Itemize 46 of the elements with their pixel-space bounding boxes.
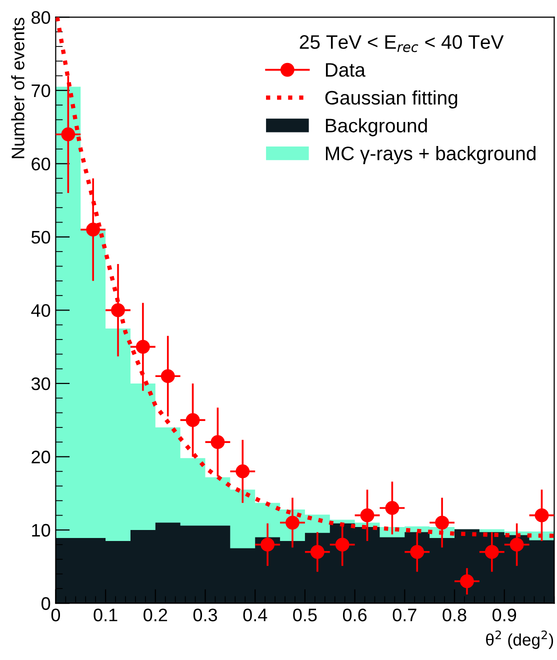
point	[160, 369, 175, 384]
point	[484, 545, 499, 559]
x-tick-label: 0.3	[193, 608, 218, 622]
x-tick-label: 0.4	[243, 608, 268, 622]
x-tick-label: 0.7	[392, 608, 416, 622]
point	[510, 538, 524, 552]
y-tick-label: 70	[32, 84, 50, 98]
y-tick-label: 20	[32, 450, 50, 464]
point	[435, 516, 449, 530]
x-tick-label: 0.2	[144, 608, 168, 622]
x-tick-label: 0.1	[94, 608, 118, 622]
point	[236, 464, 250, 478]
point	[310, 545, 324, 559]
y-tick-label: 50	[31, 230, 50, 244]
point	[360, 508, 374, 522]
point	[460, 574, 474, 588]
point	[335, 538, 350, 552]
x-tick-label: 0.6	[342, 608, 367, 622]
y-tick-label: 30	[31, 377, 50, 390]
y-tick-label: 0	[42, 597, 50, 610]
point	[410, 545, 424, 559]
point	[534, 508, 549, 522]
y-tick-label: 10	[32, 524, 50, 537]
y-axis-title: Number of events	[11, 18, 24, 158]
legend-label: Data	[326, 63, 366, 77]
point	[61, 127, 76, 142]
legend-label: MC γ-rays + background	[326, 146, 536, 164]
point	[286, 516, 300, 530]
y-tick-label: 80	[32, 11, 50, 24]
point	[260, 538, 275, 552]
x-tick-label: 0.9	[492, 608, 516, 622]
x-tick-label: 0.8	[442, 608, 466, 622]
y-tick-label: 40	[31, 304, 50, 317]
legend-label: Gaussian fitting	[325, 90, 458, 108]
point	[385, 501, 400, 515]
point	[186, 413, 200, 428]
legend-title: 25 TeV < E$_{rec}$ < 40 TeV	[300, 35, 504, 52]
point	[210, 435, 225, 450]
y-tick-label: 60	[32, 158, 50, 170]
point	[111, 303, 125, 318]
x-tick-label: 0.5	[293, 608, 317, 622]
point	[86, 222, 100, 237]
x-axis-title: θ$^{2}$ (deg$^{2}$)	[486, 630, 554, 649]
x-tick-label: 0	[51, 608, 60, 622]
point	[136, 340, 150, 354]
legend-label: Background	[326, 118, 427, 136]
